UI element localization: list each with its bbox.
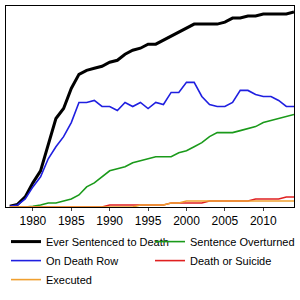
- svg-text:Executed: Executed: [46, 274, 92, 286]
- svg-text:Sentence Overturned: Sentence Overturned: [190, 236, 295, 248]
- svg-text:2000: 2000: [173, 214, 200, 228]
- svg-text:1985: 1985: [58, 214, 85, 228]
- svg-text:1980: 1980: [20, 214, 47, 228]
- svg-text:Ever Sentenced to Death: Ever Sentenced to Death: [46, 236, 169, 248]
- svg-text:Death or Suicide: Death or Suicide: [190, 255, 271, 267]
- svg-text:1990: 1990: [96, 214, 123, 228]
- svg-text:On Death Row: On Death Row: [46, 255, 118, 267]
- svg-text:2005: 2005: [212, 214, 239, 228]
- svg-text:1995: 1995: [135, 214, 162, 228]
- svg-text:2010: 2010: [250, 214, 277, 228]
